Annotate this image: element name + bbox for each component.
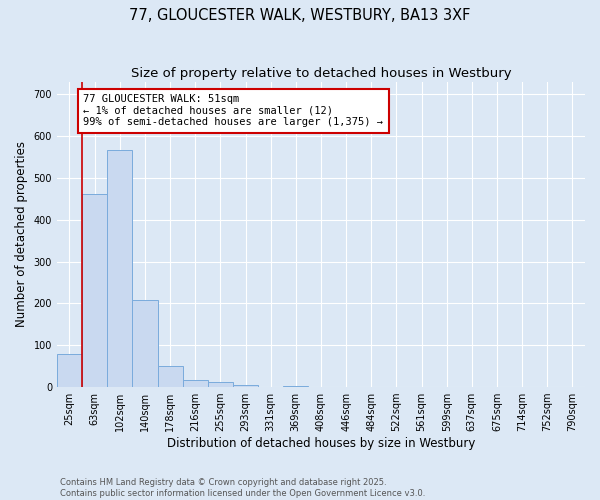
X-axis label: Distribution of detached houses by size in Westbury: Distribution of detached houses by size … <box>167 437 475 450</box>
Bar <box>158 366 182 387</box>
Text: 77 GLOUCESTER WALK: 51sqm
← 1% of detached houses are smaller (12)
99% of semi-d: 77 GLOUCESTER WALK: 51sqm ← 1% of detach… <box>83 94 383 128</box>
Bar <box>182 380 208 387</box>
Bar <box>57 354 82 387</box>
Title: Size of property relative to detached houses in Westbury: Size of property relative to detached ho… <box>131 68 511 80</box>
Y-axis label: Number of detached properties: Number of detached properties <box>15 142 28 328</box>
Bar <box>107 150 133 387</box>
Bar <box>283 386 308 387</box>
Text: 77, GLOUCESTER WALK, WESTBURY, BA13 3XF: 77, GLOUCESTER WALK, WESTBURY, BA13 3XF <box>130 8 470 22</box>
Bar <box>233 385 258 387</box>
Bar <box>133 300 158 387</box>
Text: Contains HM Land Registry data © Crown copyright and database right 2025.
Contai: Contains HM Land Registry data © Crown c… <box>60 478 425 498</box>
Bar <box>82 194 107 387</box>
Bar <box>208 382 233 387</box>
